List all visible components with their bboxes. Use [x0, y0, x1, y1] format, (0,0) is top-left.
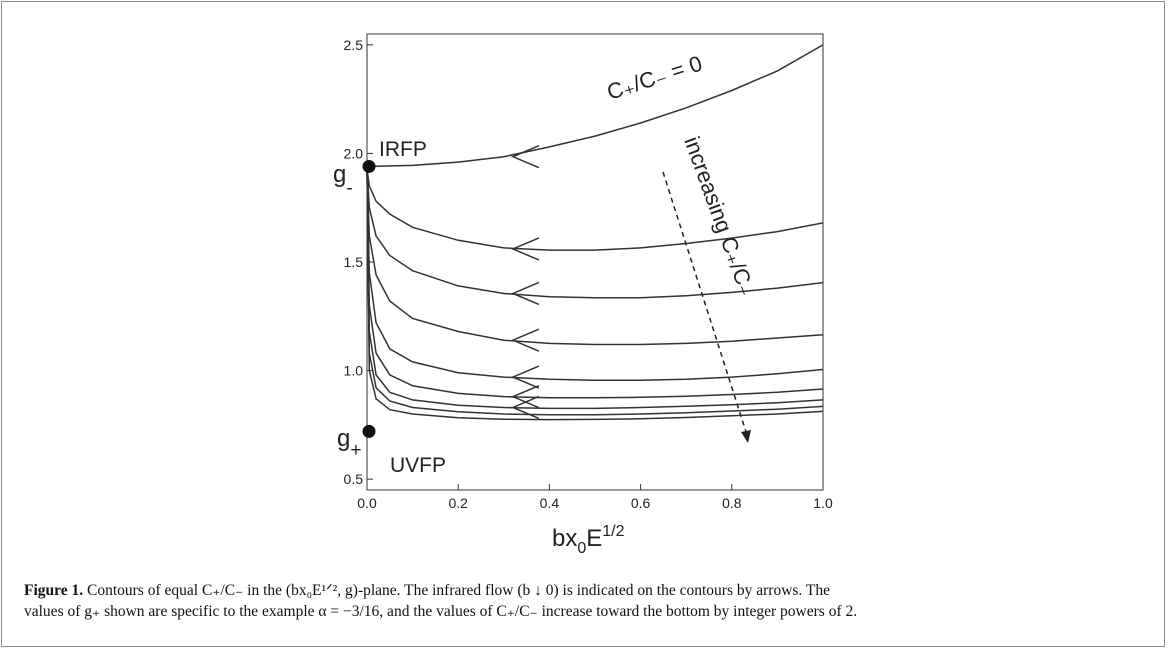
x-tick-label: 0.2: [448, 495, 468, 511]
flow-arrow-7: [510, 395, 540, 420]
x-axis-label: bx0E1/2: [552, 523, 625, 557]
x-tick-label: 1.0: [813, 495, 833, 511]
g-minus-label: g-: [333, 161, 353, 199]
x-tick-label: 0.4: [540, 495, 560, 511]
caption-line-2: values of g₊ shown are specific to the e…: [24, 603, 858, 620]
uvfp-label: UVFP: [390, 454, 446, 477]
contour-zero-label: C₊/C₋ = 0: [604, 51, 705, 105]
increasing-arrow-shaft: [662, 171, 749, 439]
y-tick-label: 2.0: [344, 145, 364, 161]
plot-frame: [366, 33, 824, 491]
y-tick-label: 0.5: [344, 471, 364, 487]
y-tick-label: 1.0: [344, 363, 364, 379]
x-tick-label: 0.8: [722, 495, 742, 511]
caption-label: Figure 1.: [24, 582, 84, 599]
flow-arrow-6: [510, 384, 540, 409]
caption-line-1: Contours of equal C₊/C₋ in the (bx₀E¹ᐟ²,…: [83, 582, 830, 599]
contour-line-6: [366, 168, 824, 399]
flow-arrow-5: [510, 365, 540, 389]
contour-line-3: [366, 168, 824, 299]
irfp-point: [362, 159, 376, 173]
x-tick-label: 0.0: [357, 495, 377, 511]
x-tick-label: 0.6: [631, 495, 651, 511]
contour-line-8: [366, 168, 824, 416]
flow-arrow-4: [510, 328, 540, 352]
x-axis: 0.0 0.2 0.4 0.6 0.8 1.0: [357, 484, 833, 511]
y-axis: 0.5 1.0 1.5 2.0 2.5: [344, 37, 373, 487]
g-plus-label: g+: [337, 425, 361, 461]
figure-caption: Figure 1. Contours of equal C₊/C₋ in the…: [24, 580, 1144, 622]
contour-line-9: [366, 168, 824, 421]
contour-line-4: [366, 168, 824, 346]
contour-line-5: [366, 168, 824, 382]
uvfp-point: [362, 424, 376, 438]
flow-arrows: [510, 144, 540, 420]
contour-plot: 0.0 0.2 0.4 0.6 0.8 1.0 0.51.01.52.02.5 IRFP …: [333, 33, 833, 557]
increasing-annotation: increasing C₊/C₋: [679, 133, 760, 299]
contour-line-1: [366, 44, 824, 168]
irfp-label: IRFP: [379, 138, 427, 161]
y-tick-label: 2.5: [344, 37, 364, 53]
contour-curves: [366, 44, 824, 421]
contour-line-2: [366, 168, 824, 251]
y-tick-label: 1.5: [344, 254, 364, 270]
flow-arrow-3: [510, 281, 540, 306]
flow-arrow-2: [510, 237, 540, 261]
flow-arrow-1: [510, 144, 540, 169]
contour-line-7: [366, 168, 824, 410]
increasing-arrow-head: [741, 430, 751, 443]
